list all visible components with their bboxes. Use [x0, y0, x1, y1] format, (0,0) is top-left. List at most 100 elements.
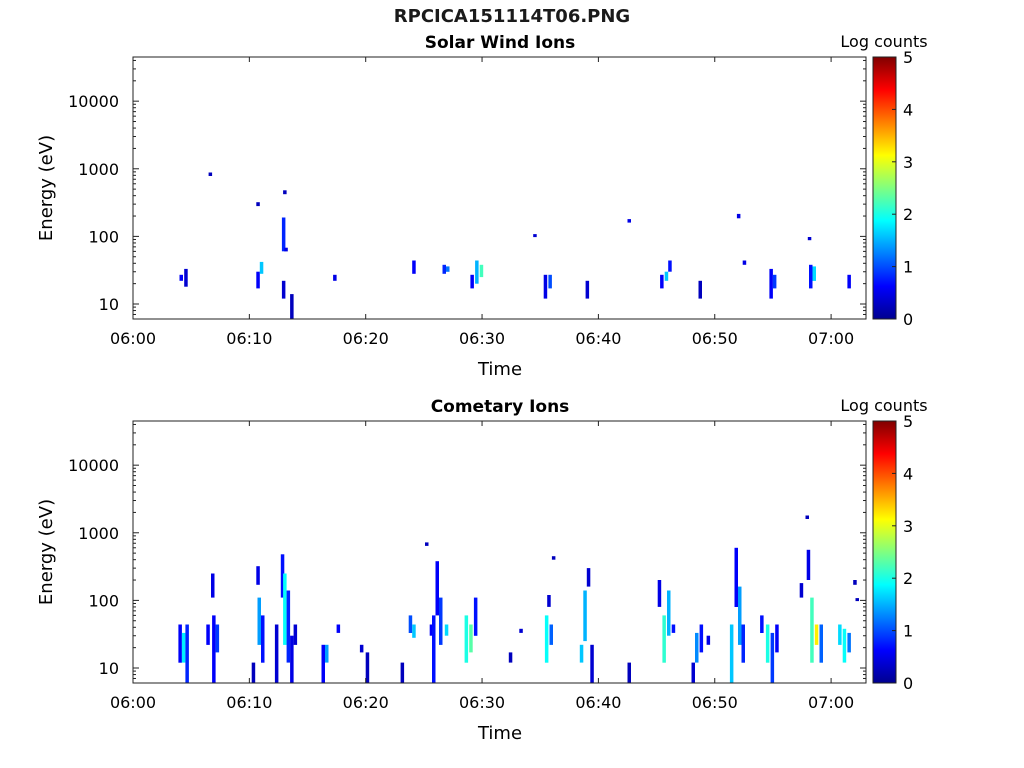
heatmap-cell [838, 624, 842, 645]
heatmap-cell [184, 268, 188, 287]
colorbar-tick-label: 3 [903, 517, 913, 536]
heatmap-cell [549, 624, 553, 645]
heatmap-cell [283, 573, 287, 645]
colorbar-ticks: 0 1 2 3 4 5 [892, 48, 913, 329]
y-tick-label: 10 [99, 659, 119, 678]
heatmap-cell [657, 580, 662, 607]
heatmap-cells [179, 172, 851, 319]
heatmap-cell [464, 615, 469, 663]
heatmap-cell [772, 274, 777, 289]
heatmap-cell [664, 271, 669, 281]
heatmap-cell [769, 268, 773, 299]
heatmap-cell [336, 624, 341, 633]
colorbar-tick-label: 5 [903, 412, 913, 431]
heatmap-cell [742, 260, 747, 265]
heatmap-cell [729, 624, 734, 683]
heatmap-cell [543, 274, 548, 299]
heatmap-cell [206, 624, 210, 645]
heatmap-cell [470, 274, 474, 289]
page-title: RPCICA151114T06.PNG [393, 6, 631, 27]
heatmap-cell [412, 624, 416, 638]
y-axis-label: Energy (eV) [36, 499, 57, 605]
heatmap-cell [274, 624, 279, 683]
colorbar-tick-label: 2 [903, 205, 913, 224]
x-tick-label: 06:40 [575, 693, 621, 712]
heatmap-cell [847, 632, 851, 653]
x-tick-label: 06:10 [226, 693, 272, 712]
y-axis: 10 100 1000 10000 [68, 59, 866, 320]
heatmap-cell [738, 586, 742, 645]
heatmap-cell [660, 274, 664, 289]
heatmap-cell [760, 615, 764, 633]
heatmap-cell [259, 261, 264, 274]
y-tick-label: 10000 [68, 92, 119, 111]
y-axis: 10 100 1000 10000 [68, 423, 866, 684]
heatmap-cell [805, 515, 809, 519]
x-tick-label: 06:00 [110, 329, 156, 348]
heatmap-cell [256, 202, 260, 207]
heatmap-cell [215, 624, 220, 653]
heatmap-cell [519, 628, 523, 633]
y-tick-label: 100 [88, 591, 119, 610]
colorbar-tick-label: 4 [903, 464, 913, 483]
heatmap-cell [806, 549, 811, 580]
heatmap-cell [281, 280, 286, 299]
heatmap-cell [446, 266, 450, 272]
colorbar-label: Log counts [840, 396, 927, 415]
heatmap-cell [256, 566, 260, 585]
heatmap-cell [847, 274, 851, 289]
heatmap-cell [548, 274, 552, 289]
colorbar-tick-label: 0 [903, 674, 913, 693]
x-axis: 06:00 06:10 06:20 06:30 06:40 06:50 07:00 [110, 57, 854, 348]
heatmap-cell [479, 264, 484, 278]
heatmap-cell [475, 260, 479, 284]
heatmap-cell [807, 237, 812, 241]
heatmap-cell [261, 615, 265, 663]
heatmap-cell [212, 615, 216, 683]
heatmap-cell [281, 217, 286, 252]
colorbar [872, 420, 897, 684]
heatmap-cell [365, 652, 370, 683]
heatmap-cell [819, 624, 823, 663]
heatmap-cell [444, 624, 449, 636]
heatmap-cell [775, 624, 779, 653]
heatmap-cell [814, 624, 819, 645]
heatmap-cell [181, 632, 186, 663]
heatmap-cell [853, 580, 857, 585]
heatmap-cell [435, 561, 439, 616]
heatmap-cell [408, 615, 413, 633]
heatmap-cell [812, 266, 816, 281]
heatmap-cell [412, 260, 416, 274]
colorbar-ticks: 0 1 2 3 4 5 [892, 412, 913, 693]
heatmap-cell [469, 624, 473, 653]
heatmap-cell [736, 213, 741, 219]
heatmap-cell [586, 568, 591, 587]
y-axis-label: Energy (eV) [36, 135, 57, 241]
heatmap-cell [400, 662, 405, 683]
heatmap-cell [290, 635, 294, 683]
heatmap-cell [286, 590, 291, 663]
heatmap-cell [590, 644, 594, 683]
heatmap-cell [325, 644, 329, 663]
heatmap-cell [211, 573, 215, 598]
x-tick-label: 06:50 [692, 693, 738, 712]
colorbar-tick-label: 3 [903, 153, 913, 172]
y-tick-label: 10000 [68, 456, 119, 475]
heatmap-cell [293, 624, 298, 645]
heatmap-cell [741, 624, 745, 663]
heatmap-cell [585, 280, 590, 299]
heatmap-cell [473, 597, 478, 636]
heatmap-cell [668, 260, 672, 272]
x-tick-label: 06:20 [343, 693, 389, 712]
heatmap-cell [698, 280, 702, 299]
plot-frame [132, 420, 867, 684]
heatmap-cell [671, 624, 676, 633]
y-tick-label: 1000 [78, 160, 119, 179]
heatmap-cell [425, 542, 429, 546]
heatmap-cell [251, 662, 256, 683]
heatmap-cell [333, 274, 337, 281]
heatmap-cell [544, 615, 549, 663]
heatmap-cell [551, 556, 556, 560]
heatmap-cell [429, 624, 434, 636]
heatmap-cell [627, 219, 631, 223]
